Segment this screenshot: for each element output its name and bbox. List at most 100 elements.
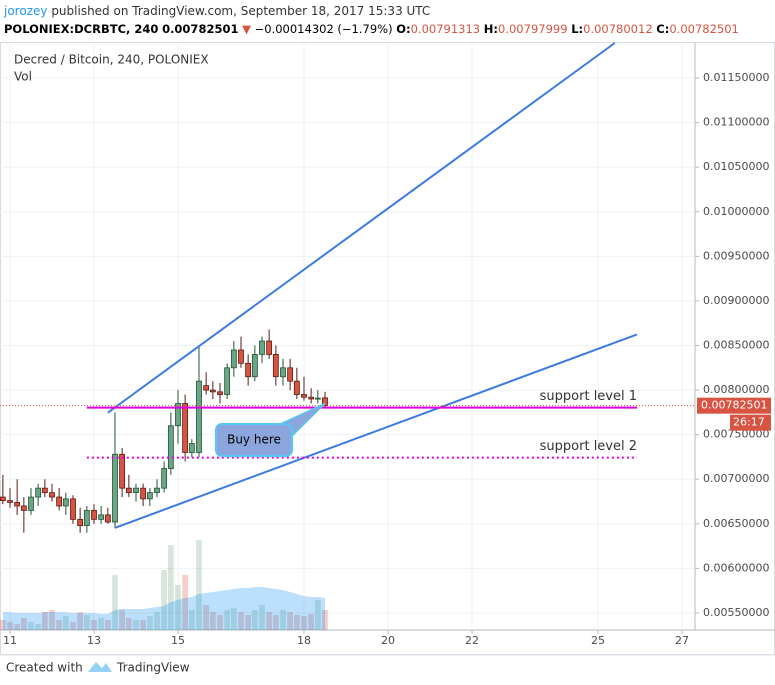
volume-bar	[259, 605, 265, 630]
y-tick-label: 0.00800000	[703, 383, 769, 396]
volume-bar	[251, 610, 258, 630]
trendline	[107, 42, 616, 414]
x-tick-label: 11	[3, 634, 17, 647]
brand-logo[interactable]	[88, 662, 112, 672]
candle-body	[175, 403, 181, 427]
volume-bar	[175, 585, 181, 630]
candle-body	[217, 391, 223, 395]
candle-body	[224, 367, 231, 395]
volume-bar	[301, 616, 307, 630]
price-badge-label: 0.00782501	[701, 399, 767, 412]
candle-body	[245, 362, 252, 378]
last: 0.00782501	[162, 22, 238, 36]
volume-bar	[167, 545, 174, 630]
candle-body	[98, 514, 105, 520]
volume-bar	[70, 622, 76, 630]
candle-body	[91, 510, 97, 520]
candle-body	[20, 505, 27, 511]
volume-bar	[245, 615, 251, 630]
candle-body	[280, 367, 286, 378]
y-tick-label: 0.01050000	[703, 160, 769, 173]
volume-bar	[322, 610, 328, 630]
volume-ma-area	[2, 587, 326, 630]
h-label: H:	[484, 22, 498, 36]
candle-body	[56, 496, 63, 507]
symbol: POLONIEX:DCRBTC, 240	[4, 22, 158, 36]
y-tick-label: 0.00700000	[703, 472, 769, 485]
candle-body	[301, 394, 307, 398]
candle-body	[167, 425, 174, 469]
candle-body	[308, 396, 315, 400]
x-tick-label: 18	[297, 634, 311, 647]
candle-body	[0, 496, 6, 502]
candle-body	[230, 349, 237, 369]
trendline	[114, 333, 638, 529]
candle-body	[161, 468, 168, 489]
candle-body	[266, 340, 273, 355]
candle-body	[70, 498, 76, 520]
plot: 0.00550000 0.00600000 0.00650000 0.00700000…	[0, 42, 771, 647]
volume-bar	[154, 612, 160, 630]
candle-body	[7, 500, 13, 503]
x-tick-label: 27	[675, 634, 689, 647]
volume-bar	[77, 612, 83, 630]
x-tick-label: 13	[87, 634, 101, 647]
volume-bar	[161, 570, 167, 630]
y-tick-label: 0.00950000	[703, 249, 769, 262]
author[interactable]: jorozey	[3, 4, 47, 18]
countdown-badge	[730, 414, 771, 431]
volume-bar	[35, 624, 41, 630]
volume-bar	[133, 620, 139, 630]
l-label: L:	[571, 22, 583, 36]
candle-body	[83, 510, 90, 526]
candle-body	[182, 403, 189, 453]
x-tick-label: 25	[591, 634, 605, 647]
volume-bar	[203, 605, 209, 630]
c-label: C:	[656, 22, 669, 36]
price-badge	[697, 397, 771, 414]
footer-brand[interactable]: TradingView	[116, 661, 190, 675]
volume-bar	[91, 620, 97, 630]
volume-bar	[272, 615, 279, 630]
y-tick-label: 0.00600000	[703, 561, 769, 574]
published: published on TradingView.com, September …	[51, 4, 430, 18]
candle-body	[28, 496, 34, 511]
candle-body	[133, 487, 139, 494]
x-tick-label: 15	[171, 634, 185, 647]
volume-bar	[230, 608, 237, 630]
volume-bar	[104, 620, 111, 630]
volume-bar	[56, 620, 62, 630]
volume-bar	[182, 575, 188, 630]
volume-bar	[293, 615, 300, 630]
candle-body	[140, 487, 147, 500]
candle-body	[196, 380, 202, 453]
x-tick-label: 22	[465, 634, 479, 647]
volume-bar	[7, 622, 13, 630]
header-line: jorozey published on TradingView.com, Se…	[3, 4, 430, 18]
candle-body	[287, 367, 294, 382]
y-tick-label: 0.00750000	[703, 428, 769, 441]
candle-body	[14, 502, 21, 507]
volume-bar	[146, 616, 153, 630]
volume-title: Vol	[14, 70, 32, 84]
footer-created: Created with	[6, 661, 83, 675]
candle-body	[209, 389, 216, 393]
volume-bar	[20, 618, 27, 630]
candle-body	[259, 340, 265, 355]
volume-bar	[119, 610, 125, 630]
volume-bar	[0, 620, 6, 630]
y-tick-label: 0.00900000	[703, 294, 769, 307]
candle-body	[112, 453, 118, 523]
volume-bar	[238, 612, 244, 630]
candle-body	[154, 487, 160, 494]
callout-box	[215, 423, 293, 457]
volume-bar	[196, 540, 202, 630]
y-tick-label: 0.01100000	[703, 116, 769, 129]
volume-bar	[41, 612, 48, 630]
volume-bar	[188, 610, 195, 630]
candle-body	[272, 354, 279, 378]
candle-body	[104, 514, 111, 523]
y-tick-label: 0.01000000	[703, 205, 769, 218]
candle-body	[293, 380, 300, 395]
h-value: 0.00797999	[498, 22, 568, 36]
